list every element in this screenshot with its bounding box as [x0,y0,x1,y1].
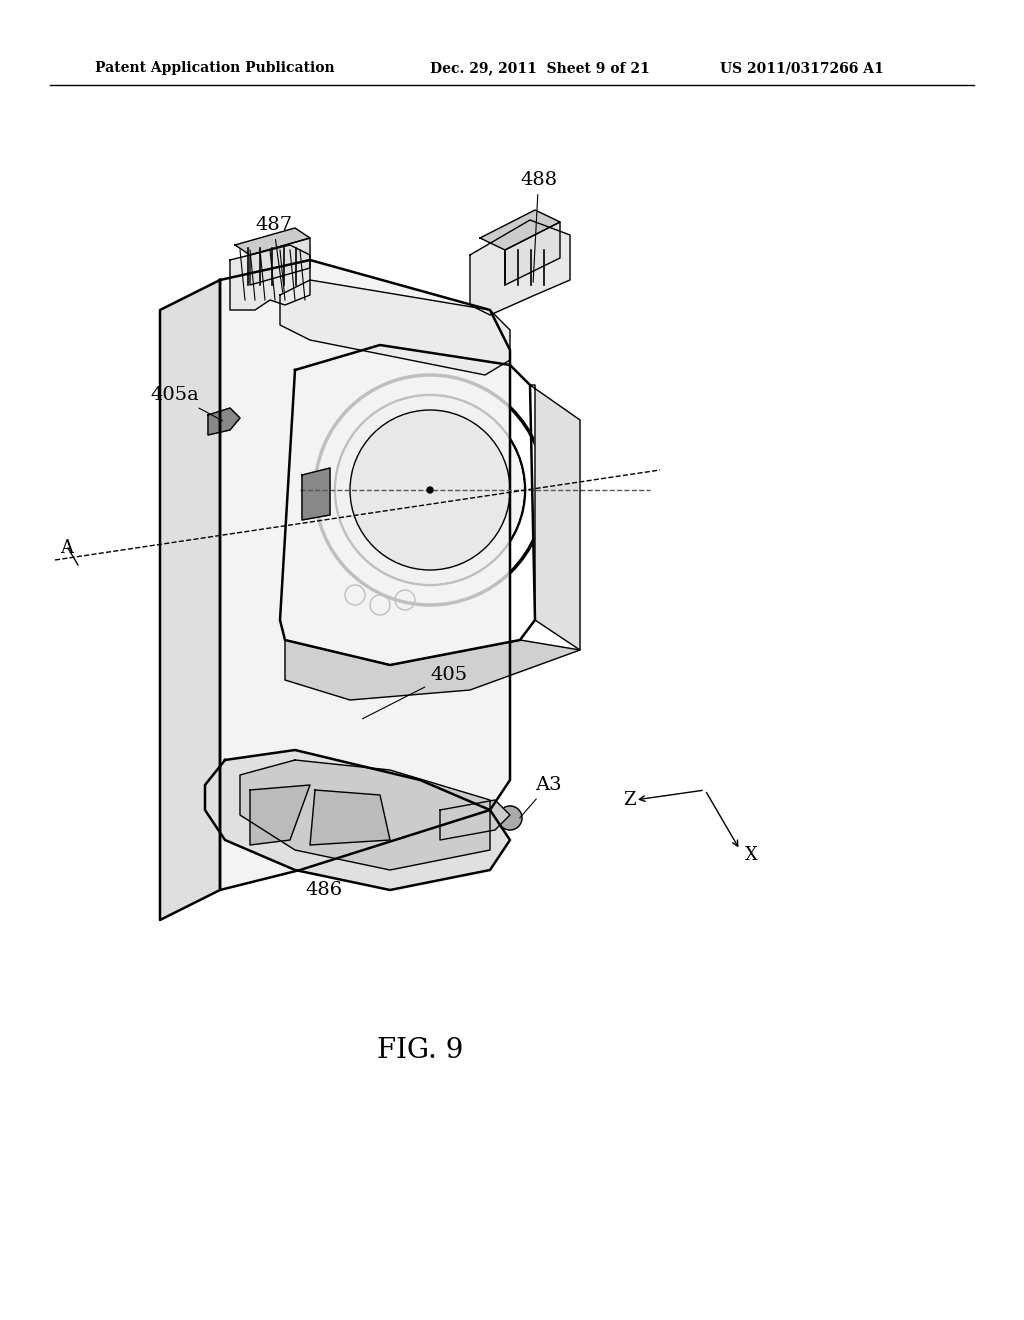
Polygon shape [220,260,510,890]
Text: 405: 405 [362,667,467,719]
Circle shape [427,487,433,492]
Circle shape [350,411,510,570]
Polygon shape [440,800,510,840]
Polygon shape [230,246,310,310]
Text: FIG. 9: FIG. 9 [377,1036,463,1064]
Polygon shape [208,408,240,436]
Text: 488: 488 [520,172,557,282]
Circle shape [540,473,556,488]
Text: 405a: 405a [150,385,222,421]
Polygon shape [302,469,330,520]
Text: 487: 487 [255,216,292,292]
Text: Z: Z [623,791,636,809]
Circle shape [337,397,523,583]
Polygon shape [310,789,390,845]
Text: US 2011/0317266 A1: US 2011/0317266 A1 [720,61,884,75]
Text: A: A [60,539,73,557]
Text: X: X [745,846,758,865]
Polygon shape [280,280,510,375]
Text: A3: A3 [520,776,561,818]
Polygon shape [234,228,310,255]
Polygon shape [530,385,580,649]
Polygon shape [285,640,580,700]
Polygon shape [240,760,490,870]
Polygon shape [505,222,560,285]
Text: Patent Application Publication: Patent Application Publication [95,61,335,75]
Polygon shape [480,210,560,249]
Polygon shape [470,220,570,315]
Polygon shape [160,280,220,920]
Polygon shape [205,750,510,890]
Polygon shape [250,238,310,285]
Circle shape [498,807,522,830]
Text: 486: 486 [305,880,342,899]
Polygon shape [250,785,310,845]
Text: Dec. 29, 2011  Sheet 9 of 21: Dec. 29, 2011 Sheet 9 of 21 [430,61,650,75]
